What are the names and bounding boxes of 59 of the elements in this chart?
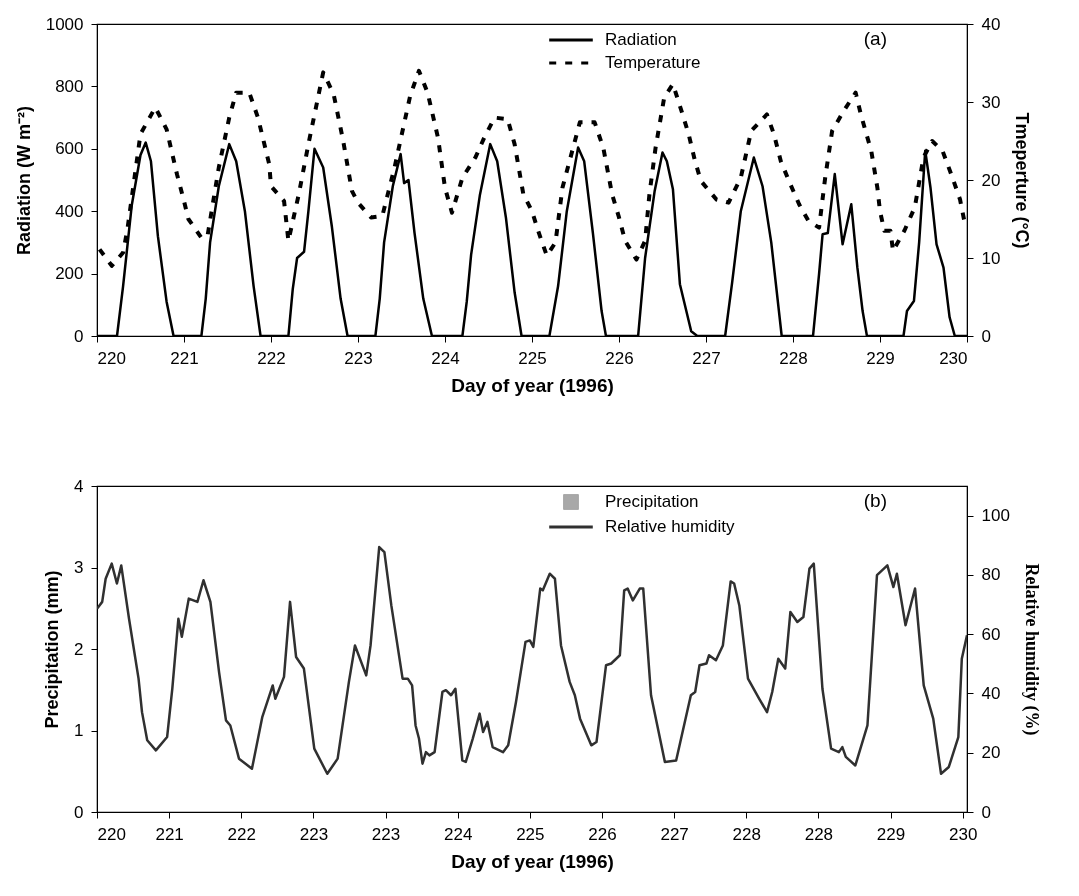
y2-tick-label: 0 — [981, 326, 991, 346]
x-tick-label: 229 — [866, 348, 895, 368]
x-tick-label: 223 — [299, 824, 329, 844]
y-tick-label: 3 — [74, 558, 84, 577]
y-tick-label: 200 — [55, 264, 84, 284]
x-tick-label: 228 — [804, 824, 834, 844]
x-tick-label: 224 — [444, 824, 473, 844]
x-tick-label: 225 — [516, 824, 545, 844]
y2-tick-label: 80 — [981, 565, 1001, 585]
y-axis-title: Radiation (W m⁻²) — [13, 106, 34, 255]
x-tick-label: 227 — [692, 348, 721, 368]
legend-label: Radiation — [605, 30, 677, 49]
annotation: (a) — [863, 28, 887, 49]
legend-label: Precipitation — [605, 492, 699, 511]
y2-axis-title: Tmeperture (°C) — [1012, 112, 1033, 249]
y2-tick-label: 30 — [981, 92, 1001, 112]
x-tick-label: 222 — [227, 824, 256, 844]
x-axis-title: Day of year (1996) — [451, 374, 614, 396]
x-tick-label: 223 — [371, 824, 401, 844]
y-tick-label: 1 — [74, 721, 84, 740]
y-tick-label: 1000 — [45, 14, 84, 34]
y-tick-label: 400 — [55, 201, 84, 221]
x-tick-label: 227 — [660, 824, 689, 844]
y2-tick-label: 60 — [981, 624, 1001, 644]
x-tick-label: 222 — [257, 348, 286, 368]
y-tick-label: 2 — [74, 639, 84, 659]
x-tick-label: 220 — [97, 824, 126, 844]
y-tick-label: 0 — [74, 326, 84, 346]
x-tick-label: 228 — [732, 824, 761, 844]
y2-axis-title: Relative humidity (%) — [1020, 563, 1042, 736]
legend-label: Relative humidity — [605, 517, 735, 536]
y2-tick-label: 40 — [981, 683, 1001, 703]
y2-tick-label: 0 — [981, 802, 991, 822]
y-tick-label: 0 — [74, 802, 84, 822]
x-tick-label: 230 — [939, 348, 968, 368]
y2-tick-label: 10 — [981, 248, 1001, 268]
y2-tick-label: 40 — [981, 14, 1001, 34]
x-tick-label: 225 — [518, 348, 547, 368]
x-tick-label: 226 — [605, 348, 634, 368]
y-tick-label: 800 — [55, 76, 84, 96]
x-tick-label: 228 — [779, 348, 808, 368]
line-series — [97, 545, 967, 776]
x-tick-label: 220 — [97, 348, 126, 368]
y2-tick-label: 20 — [981, 743, 1001, 763]
x-tick-label: 229 — [876, 824, 906, 844]
x-tick-label: 226 — [588, 824, 617, 844]
annotation: (b) — [863, 490, 887, 511]
x-axis-title: Day of year (1996) — [451, 850, 614, 872]
x-tick-label: 230 — [948, 824, 978, 844]
x-tick-label: 221 — [155, 824, 184, 844]
y2-tick-label: 100 — [981, 506, 1010, 526]
y2-tick-label: 20 — [981, 170, 1001, 190]
x-tick-label: 221 — [170, 348, 199, 368]
y-tick-label: 600 — [55, 139, 84, 159]
x-tick-label: 224 — [431, 348, 460, 368]
y-tick-label: 4 — [74, 476, 84, 496]
legend-label: Temperature — [605, 53, 701, 72]
y-axis-title: Precipitation (mm) — [42, 570, 63, 729]
x-tick-label: 223 — [344, 348, 373, 368]
